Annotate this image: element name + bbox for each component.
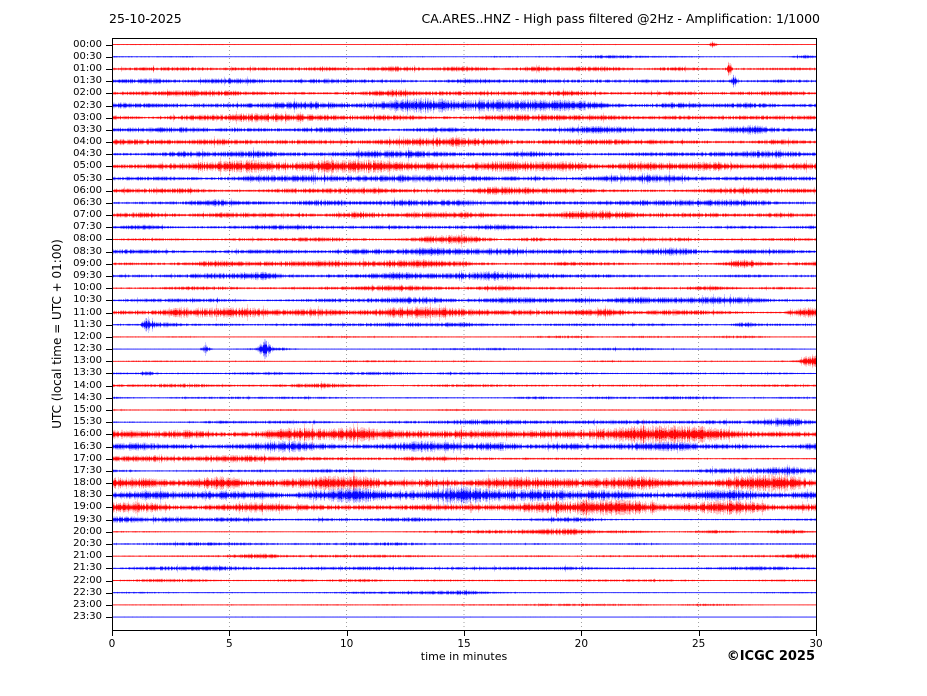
y-tick-label: 01:00 [73,62,102,74]
y-tick-label: 08:00 [73,233,102,245]
y-tick-label: 21:00 [73,550,102,562]
x-axis-label: time in minutes [420,650,508,663]
y-tick-label: 14:30 [73,391,102,403]
y-tick-label: 00:30 [73,50,102,62]
y-tick-label: 22:30 [73,586,102,598]
y-tick-label: 00:00 [73,38,102,50]
copyright-credit: ©ICGC 2025 [726,649,815,664]
y-tick-label: 02:30 [73,99,102,111]
y-tick-label: 06:00 [73,184,102,196]
y-tick-label: 15:00 [73,404,102,415]
y-tick-label: 12:00 [73,330,102,342]
x-tick-label: 10 [339,638,354,650]
y-tick-label: 17:00 [73,452,102,464]
y-tick-label: 17:30 [73,464,102,476]
y-tick-label: 09:30 [73,270,102,282]
y-tick-label: 05:00 [73,160,102,172]
x-tick-label: 15 [457,638,471,650]
y-tick-label: 04:00 [73,136,102,148]
y-tick-label: 07:00 [73,209,102,221]
x-tick-label: 25 [691,638,706,650]
x-tick-label: 0 [108,638,116,650]
y-tick-label: 22:00 [73,574,102,586]
y-tick-label: 15:30 [73,416,102,428]
x-tick-label: 20 [574,638,589,650]
y-tick-label: 10:00 [73,282,102,294]
x-tick-label: 5 [225,638,233,650]
y-tick-label: 23:00 [73,598,102,610]
y-tick-label: 23:30 [73,611,102,623]
y-tick-label: 20:00 [73,525,102,537]
y-tick-label: 03:30 [73,123,102,135]
y-tick-label: 18:00 [73,477,102,489]
y-tick-label: 06:30 [73,196,102,208]
y-tick-label: 02:00 [73,87,102,99]
y-tick-label: 14:00 [73,379,102,391]
y-tick-label: 11:30 [73,318,102,330]
y-tick-label: 07:30 [73,221,102,233]
x-tick-label: 30 [809,638,823,650]
y-tick-label: 21:30 [73,562,102,574]
y-tick-label: 19:00 [73,501,102,513]
y-tick-label: 13:30 [73,367,102,379]
y-tick-label: 08:30 [73,245,102,257]
y-tick-label: 18:30 [73,489,102,501]
y-tick-label: 04:30 [73,148,102,160]
y-tick-label: 12:30 [73,343,102,355]
y-tick-label: 19:30 [73,513,102,525]
y-tick-label: 13:00 [73,355,102,367]
plot-date: 25-10-2025 [109,11,182,26]
y-tick-label: 03:00 [73,111,102,123]
y-tick-label: 10:30 [73,294,102,306]
y-tick-label: 09:00 [73,257,102,269]
y-tick-label: 11:00 [73,306,102,318]
y-tick-label: 05:30 [73,172,102,184]
y-tick-label: 20:30 [73,537,102,549]
y-tick-label: 01:30 [73,75,102,87]
plot-title: CA.ARES..HNZ - High pass filtered @2Hz -… [421,11,820,26]
y-tick-label: 16:00 [73,428,102,440]
y-tick-label: 16:30 [73,440,102,452]
